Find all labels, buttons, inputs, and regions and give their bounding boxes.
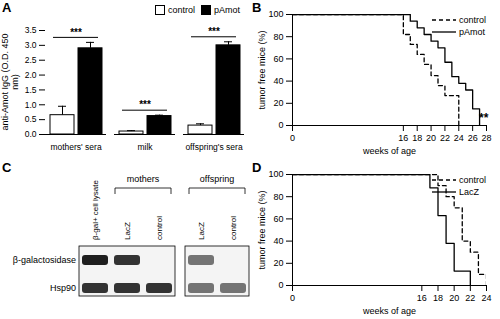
html-text:A: A <box>2 0 12 15</box>
svg-text:22: 22 <box>440 133 450 143</box>
html-text:C: C <box>2 160 12 175</box>
svg-text:0: 0 <box>278 280 283 290</box>
svg-text:offspring's sera: offspring's sera <box>185 142 242 152</box>
svg-text:mothers: mothers <box>127 174 160 184</box>
svg-text:1.0: 1.0 <box>25 100 37 110</box>
svg-text:0.0: 0.0 <box>25 129 37 139</box>
html-text:anti-Amot IgG (O.D. 450 nm): anti-Amot IgG (O.D. 450 nm) <box>0 33 20 131</box>
svg-text:0: 0 <box>290 133 295 143</box>
svg-text:LacZ: LacZ <box>197 222 206 240</box>
svg-text:18: 18 <box>412 133 422 143</box>
svg-text:**: ** <box>479 111 489 125</box>
svg-text:60: 60 <box>273 214 283 224</box>
svg-text:3.5: 3.5 <box>25 25 37 35</box>
svg-text:20: 20 <box>426 133 436 143</box>
svg-text:100: 100 <box>268 9 283 19</box>
svg-text:20: 20 <box>449 293 459 303</box>
svg-text:β-galactosidase: β-galactosidase <box>13 255 76 265</box>
svg-text:mothers' sera: mothers' sera <box>50 142 101 152</box>
svg-text:tumor free mice (%): tumor free mice (%) <box>257 30 267 109</box>
html-text:LacZ: LacZ <box>459 187 479 197</box>
svg-text:tumor free mice (%): tumor free mice (%) <box>257 190 267 269</box>
svg-text:***: *** <box>208 26 220 37</box>
svg-text:100: 100 <box>268 169 283 179</box>
svg-text:80: 80 <box>273 32 283 42</box>
svg-text:20: 20 <box>273 258 283 268</box>
svg-text:1.5: 1.5 <box>25 85 37 95</box>
svg-text:milk: milk <box>137 142 153 152</box>
svg-text:16: 16 <box>417 293 427 303</box>
svg-text:24: 24 <box>481 293 491 303</box>
svg-text:2.5: 2.5 <box>25 55 37 65</box>
svg-text:LacZ: LacZ <box>123 222 132 240</box>
html-text:control: control <box>168 5 195 15</box>
svg-text:3.0: 3.0 <box>25 40 37 50</box>
html-text:pAmot: pAmot <box>459 27 485 37</box>
html-text:pAmot: pAmot <box>214 5 240 15</box>
svg-text:offspring: offspring <box>200 174 234 184</box>
html-text:D: D <box>252 160 262 175</box>
svg-text:***: *** <box>70 27 82 38</box>
svg-text:22: 22 <box>465 293 475 303</box>
svg-text:2.0: 2.0 <box>25 70 37 80</box>
svg-text:***: *** <box>139 99 151 110</box>
svg-text:0: 0 <box>290 293 295 303</box>
html-text:control: control <box>459 175 486 185</box>
svg-text:0.5: 0.5 <box>25 114 37 124</box>
svg-text:28: 28 <box>481 133 491 143</box>
svg-text:weeks of age: weeks of age <box>362 306 416 316</box>
svg-text:40: 40 <box>273 236 283 246</box>
svg-text:26: 26 <box>468 133 478 143</box>
svg-text:β-gal+ cell lysate: β-gal+ cell lysate <box>91 179 100 240</box>
svg-text:40: 40 <box>273 76 283 86</box>
svg-text:weeks of age: weeks of age <box>362 146 416 156</box>
svg-text:control: control <box>229 216 238 240</box>
svg-text:20: 20 <box>273 98 283 108</box>
svg-text:18: 18 <box>433 293 443 303</box>
html-text:control: control <box>459 15 486 25</box>
svg-text:60: 60 <box>273 54 283 64</box>
svg-text:control: control <box>155 216 164 240</box>
html-text:B: B <box>252 0 262 15</box>
svg-text:16: 16 <box>398 133 408 143</box>
svg-text:80: 80 <box>273 192 283 202</box>
svg-text:24: 24 <box>454 133 464 143</box>
svg-text:0: 0 <box>278 120 283 130</box>
svg-text:Hsp90: Hsp90 <box>50 283 76 293</box>
